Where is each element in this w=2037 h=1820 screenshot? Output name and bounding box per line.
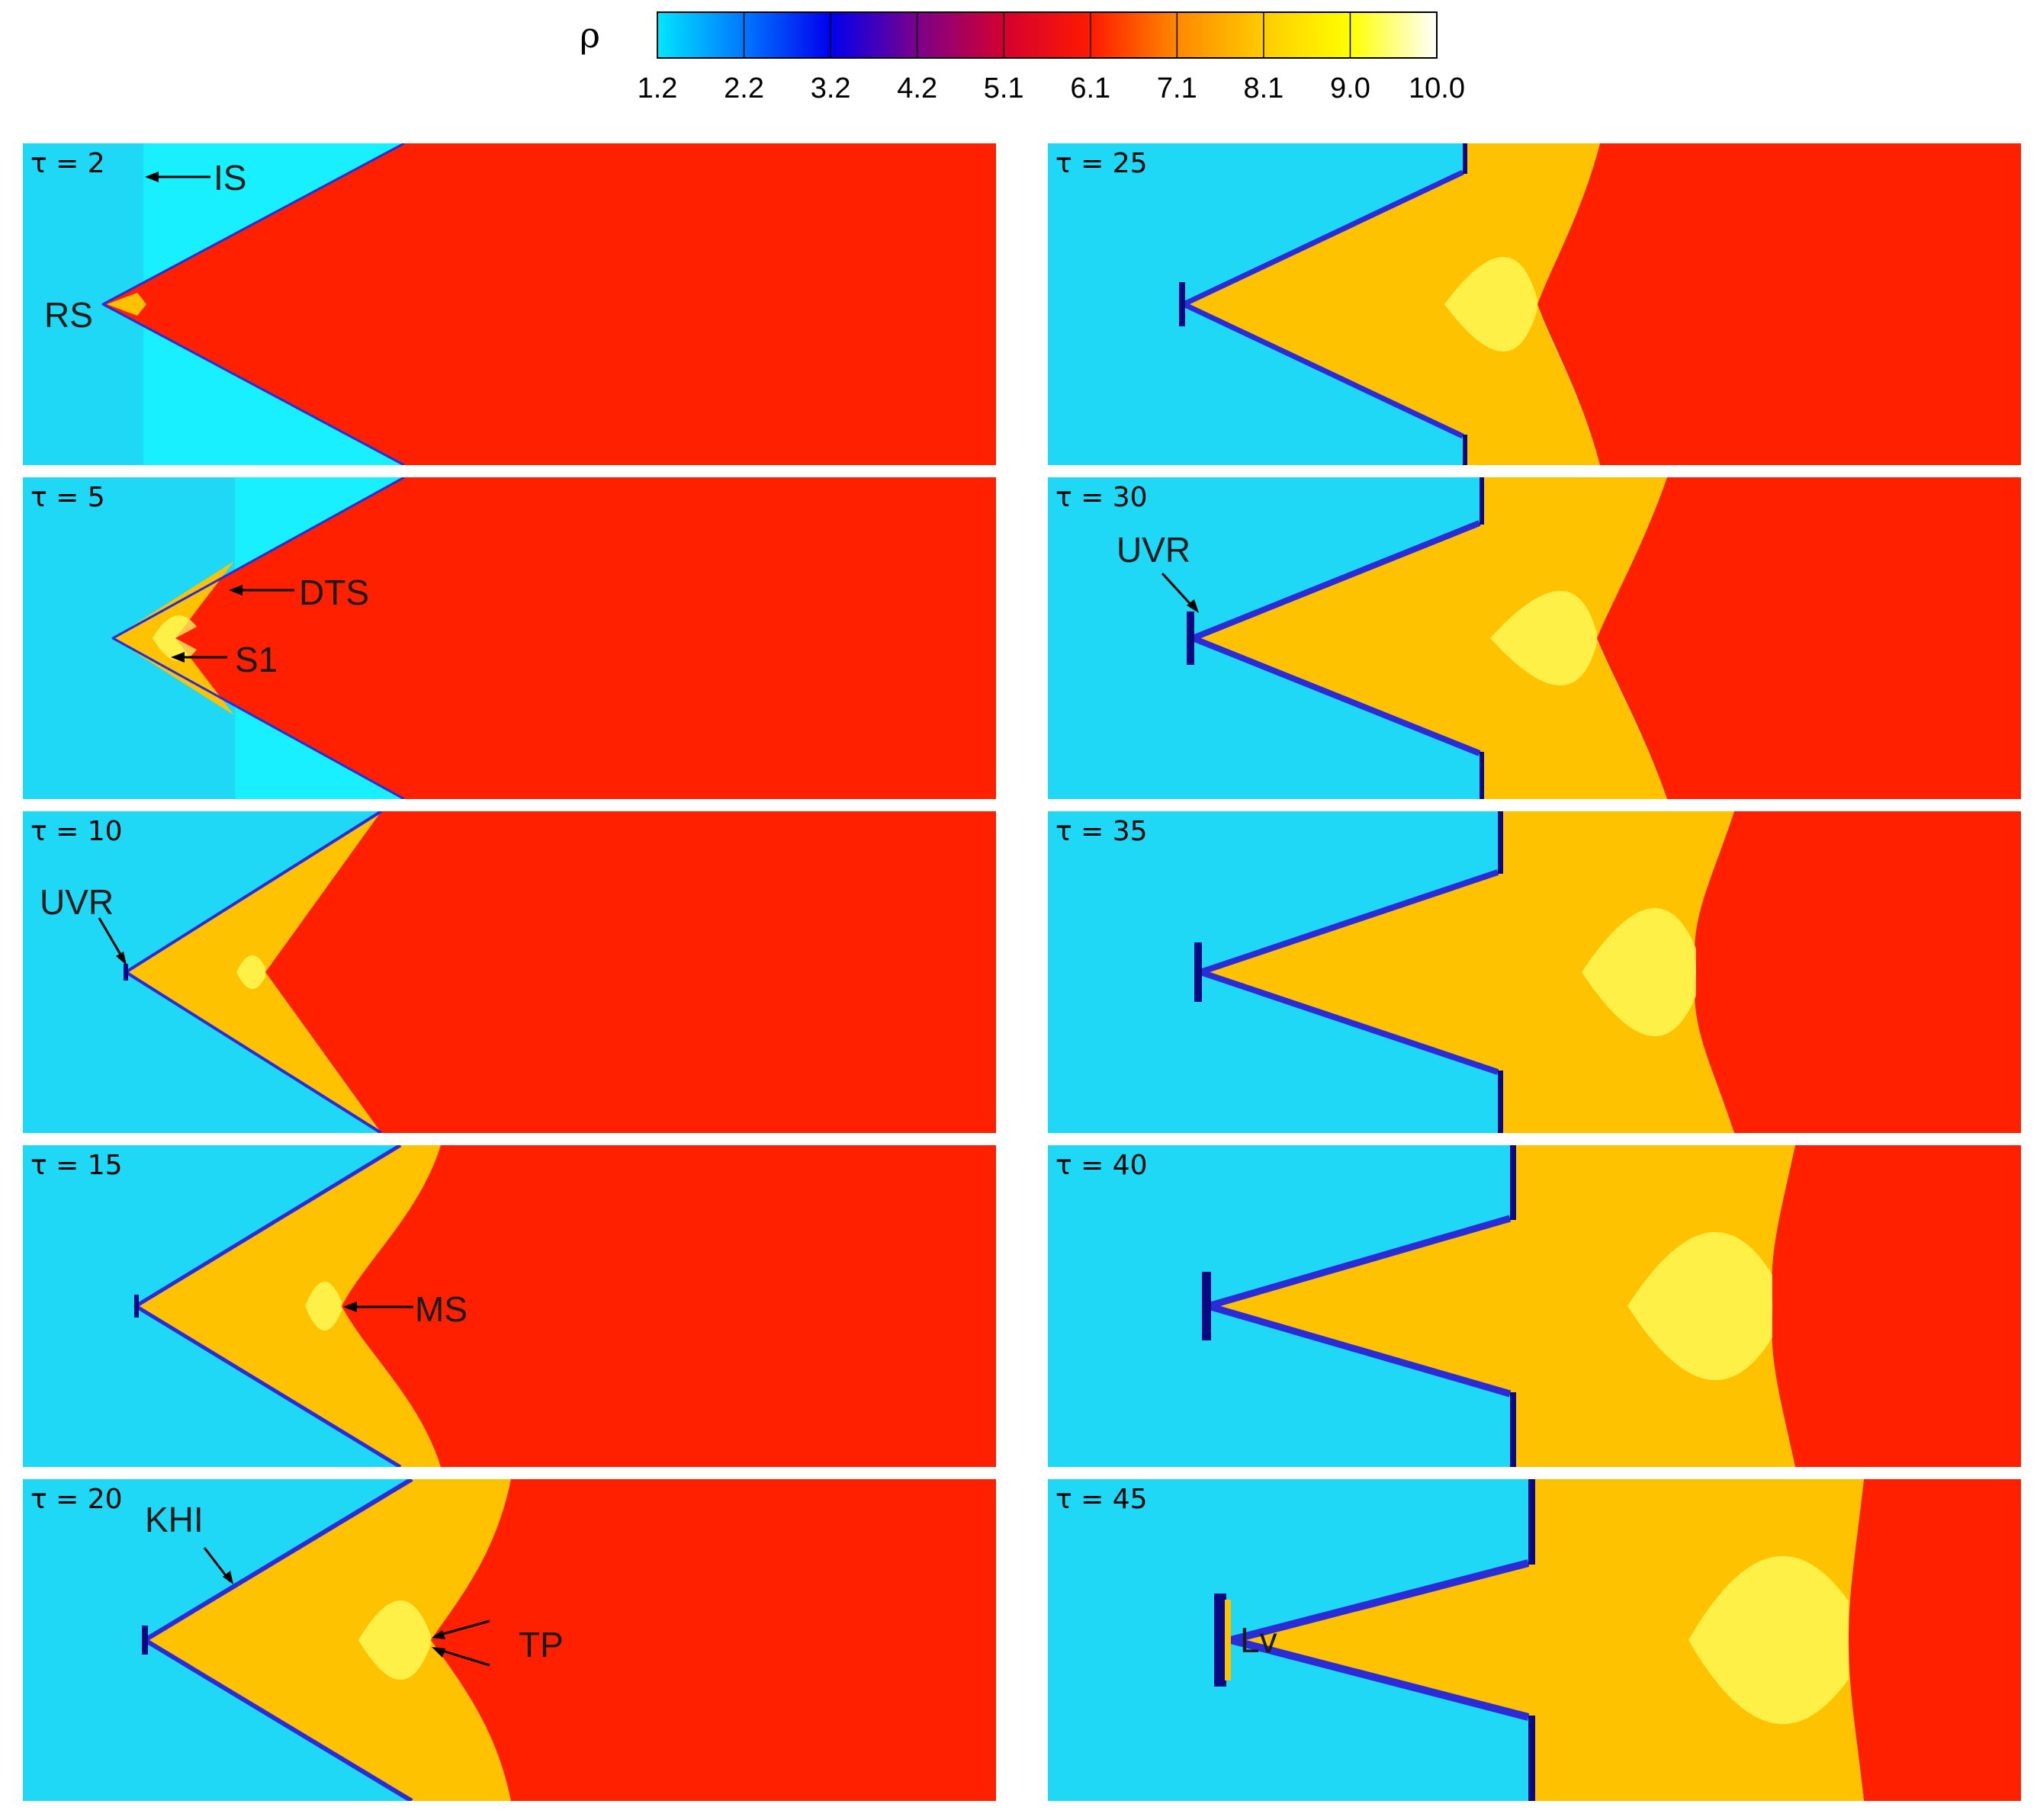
colorbar-gradient: [657, 11, 1438, 59]
compressed-region: [145, 1479, 511, 1801]
panel-time-label: τ = 2: [31, 148, 105, 179]
contact-interface: [1194, 942, 1202, 1002]
contact-interface: [134, 1295, 139, 1318]
highlight-region: [358, 1600, 431, 1680]
compressed-region: [1225, 1600, 1231, 1680]
panel-tau-15: τ = 15 MS: [23, 1145, 996, 1467]
annotation-label: UVR: [40, 882, 114, 922]
gas-region: [1772, 1145, 2021, 1467]
gas-region: [334, 1145, 996, 1467]
contact-interface: [1510, 1145, 1516, 1220]
colorbar-tick-label: 7.1: [1157, 72, 1197, 104]
panel-time-label: τ = 20: [31, 1484, 123, 1515]
annotation-label: IS: [214, 158, 247, 197]
colorbar-tick-label: 10.0: [1409, 72, 1465, 104]
compressed-region: [136, 1145, 441, 1467]
contact-interface: [1187, 611, 1194, 665]
panel-tau-10: τ = 10 UVR: [23, 811, 996, 1133]
compressed-region: [1184, 143, 1600, 465]
gas-region: [265, 811, 996, 1133]
panel-time-label: τ = 5: [31, 482, 105, 513]
colorbar-tick-label: 3.2: [811, 72, 851, 104]
colorbar-ticks: 1.2 2.2 3.2 4.2 5.1 6.1 7.1 8.1 9.0 10.0: [638, 72, 1465, 104]
contact-interface: [1179, 282, 1185, 326]
contact-interface: [1528, 1479, 1535, 1565]
gas-region: [103, 143, 996, 465]
colorbar-tick-label: 9.0: [1330, 72, 1370, 104]
annotation-label: KHI: [145, 1500, 204, 1539]
colorbar-tick-label: 8.1: [1243, 72, 1284, 104]
panel-tau-25: τ = 25: [1048, 143, 2021, 465]
colorbar-tick-label: 5.1: [984, 72, 1024, 104]
gas-region: [113, 477, 996, 799]
compressed-region: [1208, 1145, 1795, 1467]
contact-interface: [1480, 752, 1484, 799]
annotation-label: DTS: [299, 573, 369, 612]
annotation-label: UVR: [1116, 530, 1191, 570]
highlight-region: [236, 955, 265, 990]
annotation-label: TP: [519, 1625, 564, 1664]
panel-tau-35: τ = 35: [1048, 811, 2021, 1133]
highlight-region: [305, 1281, 342, 1331]
compressed-region: [1231, 1479, 1864, 1801]
panel-time-label: τ = 10: [31, 816, 123, 847]
contact-interface: [1498, 1070, 1503, 1133]
annotation-label: RS: [44, 295, 93, 335]
colorbar-tick-label: 4.2: [897, 72, 937, 104]
annotation-label: Lv: [1240, 1620, 1277, 1660]
compressed-region: [1200, 811, 1734, 1133]
contact-interface: [142, 1626, 148, 1655]
colorbar-variable-label: ρ: [580, 14, 600, 56]
panel-tau-30: τ = 30 UVR: [1048, 477, 2021, 799]
gas-region: [1695, 811, 2021, 1133]
panel-time-label: τ = 25: [1055, 148, 1148, 179]
colorbar-separators: [743, 12, 1351, 58]
gas-region: [427, 1479, 996, 1801]
colorbar-tick-label: 2.2: [724, 72, 764, 104]
gas-region: [1597, 477, 2021, 799]
colorbar-tick-label: 1.2: [638, 72, 678, 104]
colorbar-tick-label: 6.1: [1070, 72, 1110, 104]
contact-interface: [1498, 811, 1503, 874]
contact-interface: [1463, 435, 1467, 465]
highlight-region: [153, 615, 197, 661]
panel-time-label: τ = 15: [31, 1150, 123, 1181]
gas-region: [1849, 1479, 2021, 1801]
panel-time-label: τ = 30: [1055, 482, 1148, 513]
compressed-region: [1193, 477, 1667, 799]
colorbar: ρ 1.2 2.2 3.2 4.2 5.1 6.1 7.1 8.1 9.0 10.0: [580, 11, 1465, 104]
highlight-region: [1490, 590, 1597, 686]
panel-tau-2: τ = 2 IS RS: [23, 143, 996, 465]
annotation-label: S1: [235, 640, 278, 679]
highlight-region: [1444, 256, 1537, 352]
contact-interface: [1214, 1594, 1226, 1687]
panel-time-label: τ = 45: [1055, 1484, 1148, 1515]
highlight-region: [1582, 907, 1696, 1037]
highlight-region: [1688, 1555, 1849, 1725]
contact-interface: [1480, 477, 1484, 525]
contact-interface: [1463, 143, 1467, 174]
annotation-label: MS: [415, 1289, 467, 1329]
contact-interface: [101, 143, 405, 465]
panel-tau-20: τ = 20 KHI TP: [23, 1479, 996, 1801]
panel-time-label: τ = 40: [1055, 1150, 1148, 1181]
panel-time-label: τ = 35: [1055, 816, 1148, 847]
contact-interface: [111, 477, 405, 799]
highlight-region: [1627, 1231, 1772, 1381]
contact-interface: [1528, 1716, 1535, 1801]
panel-tau-5: τ = 5 DTS S1: [23, 477, 996, 799]
compressed-region: [107, 293, 146, 316]
contact-interface: [1510, 1392, 1516, 1467]
panel-tau-45: τ = 45 Lv: [1048, 1479, 2021, 1801]
contact-interface: [124, 964, 128, 981]
contact-interface: [1202, 1272, 1211, 1340]
panel-tau-40: τ = 40: [1048, 1145, 2021, 1467]
gas-region: [1537, 143, 2021, 465]
